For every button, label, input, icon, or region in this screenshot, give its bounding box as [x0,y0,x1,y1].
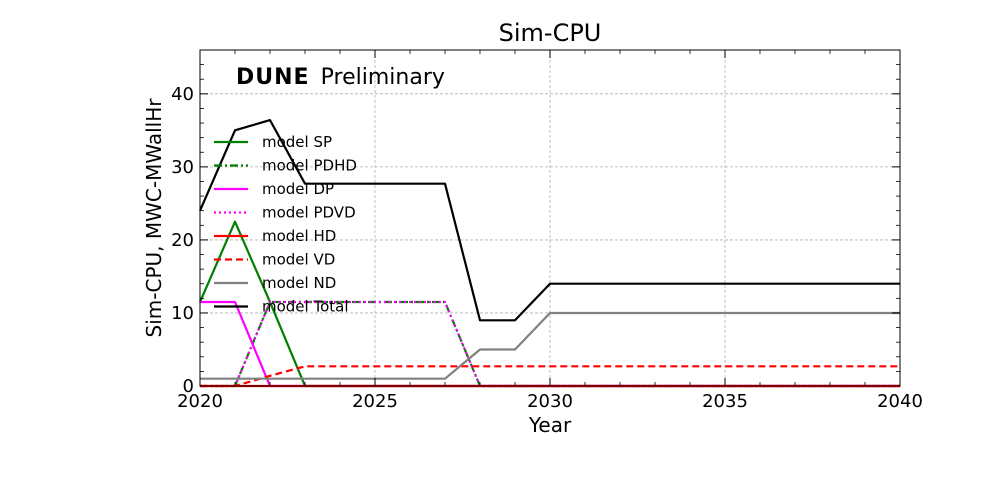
axis-ticks [199,49,901,387]
series-line [200,365,900,388]
series-line [198,118,900,322]
watermark-dune: DUNE [236,65,310,90]
y-axis-label: Sim-CPU, MWC-MWallHr [142,98,166,338]
x-tick-label: 2030 [527,391,573,412]
y-tick-label: 20 [171,230,194,251]
x-tick-label: 2020 [177,391,223,412]
x-tick-label: 2035 [702,391,748,412]
legend-label: model VD [262,251,335,269]
series-line [200,311,900,380]
svg-text:DUNE Preliminary: DUNE Preliminary [236,65,445,90]
chart-title: Sim-CPU [499,19,602,47]
legend-label: model DP [262,180,334,198]
y-tick-label: 30 [171,157,194,178]
legend-label: model Total [262,298,349,316]
x-axis-label: Year [528,413,572,437]
y-tick-label: 40 [171,84,194,105]
x-tick-label: 2025 [352,391,398,412]
legend: model SP model PDHD model DP model PDVD mode… [214,133,357,316]
watermark: DUNE Preliminary [236,65,445,90]
legend-label: model PDHD [262,157,357,175]
x-tick-label: 2040 [877,391,923,412]
y-tick-label: 0 [183,376,194,397]
legend-label: model SP [262,133,332,151]
legend-label: model PDVD [262,204,356,222]
legend-label: model ND [262,274,336,292]
y-tick-label: 10 [171,303,194,324]
watermark-preliminary: Preliminary [321,65,445,90]
legend-label: model HD [262,227,336,245]
